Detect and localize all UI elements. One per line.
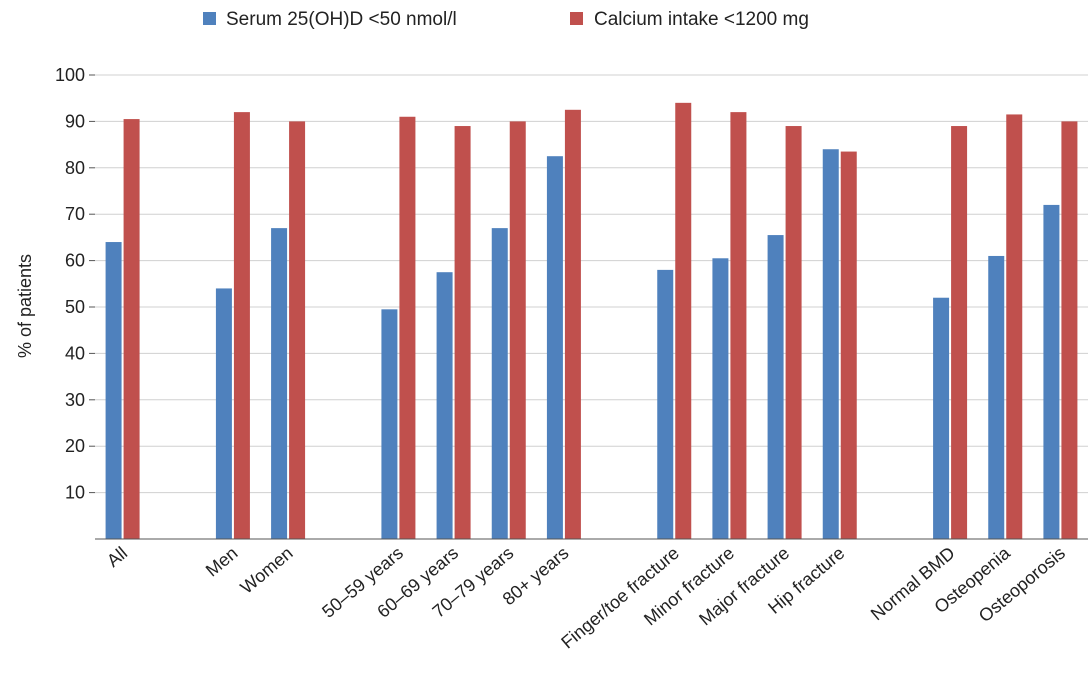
y-axis-ticks: 10 20 30 40 50 60 70 80 90 100 — [55, 65, 95, 503]
bar-serum-9 — [767, 235, 784, 539]
bar-serum-10 — [822, 149, 839, 540]
bar-calcium-6 — [564, 109, 581, 540]
gridlines — [95, 74, 1088, 494]
y-tick-label-50: 50 — [65, 297, 85, 317]
bar-calcium-0 — [123, 119, 140, 539]
x-tick-label-2: Women — [237, 543, 297, 598]
bar-calcium-10 — [840, 151, 857, 539]
bar-serum-4 — [436, 272, 453, 539]
x-tick-label-1: Men — [202, 543, 242, 581]
bar-calcium-4 — [454, 126, 471, 539]
bar-serum-11 — [933, 297, 950, 539]
bar-serum-2 — [271, 228, 288, 539]
y-axis-title: % of patients — [15, 254, 35, 358]
y-tick-label-90: 90 — [65, 111, 85, 131]
legend-swatch-calcium — [570, 12, 583, 25]
bar-serum-1 — [215, 288, 232, 539]
bar-serum-13 — [1043, 204, 1060, 540]
bar-calcium-5 — [509, 121, 526, 540]
legend: Serum 25(OH)D <50 nmol/l Calcium intake … — [203, 9, 809, 30]
legend-swatch-serum — [203, 12, 216, 25]
bar-serum-6 — [546, 156, 563, 539]
bar-calcium-9 — [785, 126, 802, 539]
y-tick-label-20: 20 — [65, 436, 85, 456]
bar-serum-0 — [105, 242, 122, 540]
legend-label-calcium: Calcium intake <1200 mg — [594, 9, 809, 30]
bar-calcium-8 — [730, 112, 747, 540]
y-tick-label-30: 30 — [65, 390, 85, 410]
bar-serum-12 — [988, 255, 1005, 539]
bar-calcium-7 — [675, 102, 692, 539]
y-tick-label-40: 40 — [65, 343, 85, 363]
y-tick-label-100: 100 — [55, 65, 85, 85]
y-tick-label-80: 80 — [65, 158, 85, 178]
y-tick-label-60: 60 — [65, 251, 85, 271]
bar-calcium-13 — [1061, 121, 1078, 540]
legend-label-serum: Serum 25(OH)D <50 nmol/l — [226, 9, 457, 30]
bar-calcium-12 — [1006, 114, 1023, 539]
bar-calcium-2 — [289, 121, 306, 540]
y-tick-label-70: 70 — [65, 204, 85, 224]
y-tick-label-10: 10 — [65, 483, 85, 503]
x-tick-label-0: All — [103, 543, 131, 571]
bars — [105, 102, 1078, 540]
bar-calcium-11 — [951, 126, 968, 539]
bar-serum-5 — [491, 228, 508, 539]
bar-serum-8 — [712, 258, 729, 539]
bar-calcium-3 — [399, 116, 416, 539]
bar-calcium-1 — [233, 112, 250, 540]
bar-serum-3 — [381, 309, 398, 539]
bar-serum-7 — [657, 269, 674, 539]
